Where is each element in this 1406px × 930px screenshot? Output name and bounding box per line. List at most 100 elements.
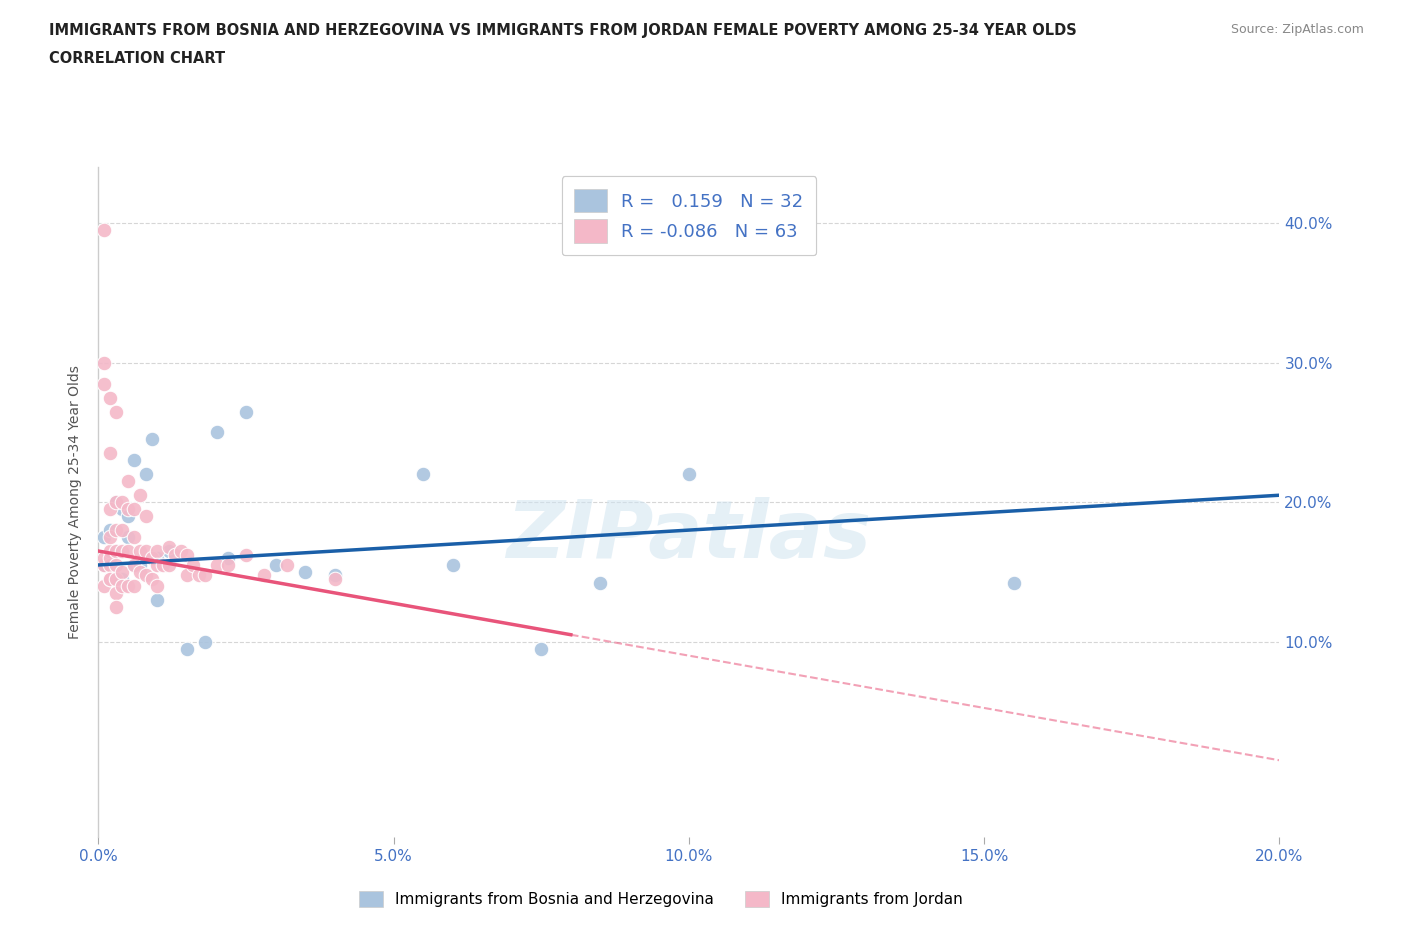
Point [294, 565, 316, 579]
Point [93, 578, 115, 593]
Point [176, 567, 198, 582]
Point [93, 558, 115, 573]
Point [141, 571, 163, 587]
Point [111, 571, 134, 587]
Point [122, 453, 145, 468]
Point [235, 405, 257, 419]
Point [98, 523, 121, 538]
Point [181, 558, 204, 573]
Point [105, 586, 128, 601]
Point [157, 543, 180, 558]
Point [105, 543, 128, 558]
Point [152, 558, 174, 573]
Point [165, 548, 187, 563]
Point [187, 567, 209, 582]
Point [146, 551, 169, 565]
Point [170, 543, 193, 558]
Point [146, 592, 169, 607]
Point [105, 405, 128, 419]
Point [128, 565, 150, 579]
Point [117, 474, 139, 489]
Point [141, 432, 163, 447]
Point [93, 223, 115, 238]
Point [264, 558, 287, 573]
Point [146, 543, 169, 558]
Text: ZIPatlas: ZIPatlas [506, 497, 872, 575]
Point [235, 548, 257, 563]
Point [122, 578, 145, 593]
Point [98, 571, 121, 587]
Point [98, 543, 121, 558]
Point [105, 495, 128, 510]
Point [194, 567, 217, 582]
Point [589, 576, 612, 591]
Point [111, 565, 134, 579]
Y-axis label: Female Poverty Among 25-34 Year Olds: Female Poverty Among 25-34 Year Olds [69, 365, 83, 639]
Point [111, 523, 134, 538]
Legend: R =   0.159   N = 32, R = -0.086   N = 63: R = 0.159 N = 32, R = -0.086 N = 63 [562, 177, 815, 256]
Point [135, 509, 157, 524]
Point [105, 558, 128, 573]
Point [441, 558, 464, 573]
Point [105, 600, 128, 615]
Point [135, 567, 157, 582]
Point [122, 558, 145, 573]
Point [135, 467, 157, 482]
Point [98, 530, 121, 545]
Point [128, 558, 150, 573]
Point [111, 502, 134, 517]
Point [323, 567, 346, 582]
Point [253, 567, 276, 582]
Point [93, 355, 115, 370]
Point [122, 530, 145, 545]
Point [98, 571, 121, 587]
Point [157, 539, 180, 554]
Point [1002, 576, 1025, 591]
Point [105, 543, 128, 558]
Point [105, 495, 128, 510]
Point [128, 543, 150, 558]
Point [117, 530, 139, 545]
Point [146, 558, 169, 573]
Point [105, 571, 128, 587]
Point [117, 502, 139, 517]
Point [141, 551, 163, 565]
Point [194, 634, 217, 649]
Point [98, 502, 121, 517]
Text: CORRELATION CHART: CORRELATION CHART [49, 51, 225, 66]
Point [276, 558, 298, 573]
Point [98, 551, 121, 565]
Point [205, 425, 228, 440]
Point [122, 502, 145, 517]
Point [111, 543, 134, 558]
Point [135, 543, 157, 558]
Text: Source: ZipAtlas.com: Source: ZipAtlas.com [1230, 23, 1364, 36]
Point [117, 509, 139, 524]
Point [217, 558, 239, 573]
Point [176, 548, 198, 563]
Point [117, 578, 139, 593]
Point [111, 578, 134, 593]
Point [98, 558, 121, 573]
Text: IMMIGRANTS FROM BOSNIA AND HERZEGOVINA VS IMMIGRANTS FROM JORDAN FEMALE POVERTY : IMMIGRANTS FROM BOSNIA AND HERZEGOVINA V… [49, 23, 1077, 38]
Point [98, 391, 121, 405]
Point [93, 530, 115, 545]
Point [176, 642, 198, 657]
Point [128, 488, 150, 503]
Point [205, 558, 228, 573]
Point [98, 446, 121, 461]
Point [111, 495, 134, 510]
Point [323, 571, 346, 587]
Point [105, 523, 128, 538]
Point [93, 551, 115, 565]
Point [530, 642, 553, 657]
Point [98, 551, 121, 565]
Point [117, 543, 139, 558]
Point [93, 558, 115, 573]
Point [157, 558, 180, 573]
Point [678, 467, 700, 482]
Point [93, 377, 115, 392]
Legend: Immigrants from Bosnia and Herzegovina, Immigrants from Jordan: Immigrants from Bosnia and Herzegovina, … [353, 884, 969, 913]
Point [412, 467, 434, 482]
Point [146, 578, 169, 593]
